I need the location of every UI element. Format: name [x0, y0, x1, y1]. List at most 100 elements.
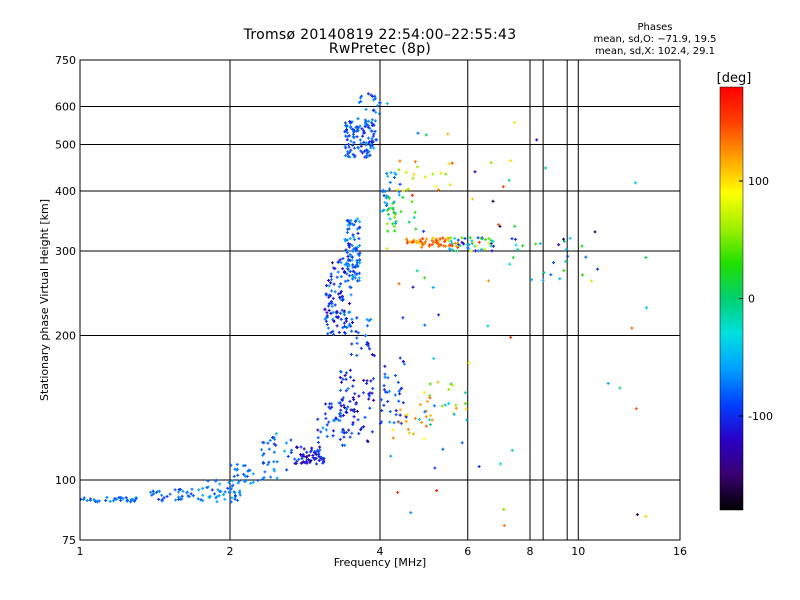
data-point — [431, 240, 435, 244]
data-point — [307, 453, 311, 457]
data-point — [351, 233, 355, 237]
data-point — [370, 139, 374, 143]
data-point — [369, 129, 373, 133]
data-point — [340, 380, 344, 384]
data-point — [177, 490, 181, 494]
data-point — [339, 291, 343, 295]
data-point — [311, 456, 315, 460]
data-point — [383, 364, 387, 368]
data-point — [191, 494, 195, 498]
data-point — [593, 230, 597, 234]
data-point — [398, 356, 402, 360]
data-point — [344, 377, 348, 381]
data-point — [248, 468, 252, 472]
chart-title: Tromsø 20140819 22:54:00–22:55:43 — [243, 27, 517, 43]
data-point — [338, 258, 342, 262]
data-point — [337, 418, 341, 422]
data-point — [373, 97, 377, 101]
data-point — [299, 445, 303, 449]
data-point — [150, 493, 154, 497]
data-point — [434, 238, 438, 242]
data-point — [365, 324, 369, 328]
data-point — [345, 325, 349, 329]
data-point — [347, 324, 351, 328]
data-point — [391, 206, 395, 210]
data-point — [341, 295, 345, 299]
data-point — [581, 273, 585, 277]
data-point — [431, 236, 435, 240]
data-point — [365, 141, 369, 145]
data-point — [389, 454, 393, 458]
data-point — [173, 488, 177, 492]
data-point — [463, 391, 467, 395]
data-point — [511, 256, 515, 260]
data-point — [274, 432, 278, 436]
data-point — [438, 237, 442, 241]
data-point — [230, 479, 234, 483]
data-point — [397, 282, 401, 286]
data-point — [238, 493, 242, 497]
data-point — [326, 304, 330, 308]
data-point — [350, 317, 354, 321]
data-point — [339, 275, 343, 279]
data-point — [644, 256, 648, 260]
data-point — [348, 310, 352, 314]
data-point — [465, 243, 469, 247]
data-point — [353, 154, 357, 158]
data-point — [404, 419, 408, 423]
data-point — [412, 216, 416, 220]
data-point — [441, 236, 445, 240]
data-point — [344, 248, 348, 252]
data-point — [370, 118, 374, 122]
data-point — [344, 146, 348, 150]
data-point — [380, 420, 384, 424]
data-point — [348, 368, 352, 372]
data-point — [385, 208, 389, 212]
data-point — [393, 213, 397, 217]
data-point — [81, 497, 85, 501]
x-tick-label: 4 — [377, 545, 384, 558]
data-point — [362, 131, 366, 135]
data-point — [394, 409, 398, 413]
y-tick-label: 750 — [55, 54, 76, 67]
data-point — [393, 229, 397, 233]
data-point — [489, 244, 493, 248]
data-point — [356, 217, 360, 221]
data-point — [460, 441, 464, 445]
data-point — [348, 270, 352, 274]
data-point — [447, 387, 451, 391]
data-point — [201, 486, 205, 490]
data-point — [436, 188, 440, 192]
data-point — [223, 497, 227, 501]
data-point — [356, 146, 360, 150]
data-point — [424, 133, 428, 137]
data-point — [187, 495, 191, 499]
data-point — [325, 322, 329, 326]
data-point — [359, 94, 363, 98]
data-point — [357, 101, 361, 105]
data-point — [447, 402, 451, 406]
data-point — [340, 430, 344, 434]
data-point — [385, 247, 389, 251]
data-point — [124, 496, 128, 500]
data-point — [437, 244, 441, 248]
data-point — [414, 227, 418, 231]
data-point — [332, 429, 336, 433]
data-point — [348, 399, 352, 403]
data-point — [366, 440, 370, 444]
data-point — [418, 417, 422, 421]
data-point — [422, 229, 426, 233]
data-point — [97, 499, 101, 503]
data-point — [584, 255, 588, 259]
data-point — [361, 134, 365, 138]
data-point — [562, 269, 566, 273]
data-point — [243, 474, 247, 478]
data-point — [351, 152, 355, 156]
data-point — [382, 388, 386, 392]
data-point — [348, 155, 352, 159]
data-point — [398, 408, 402, 412]
data-point — [430, 418, 434, 422]
data-point — [393, 215, 397, 219]
data-point — [354, 249, 358, 253]
data-point — [513, 224, 517, 228]
